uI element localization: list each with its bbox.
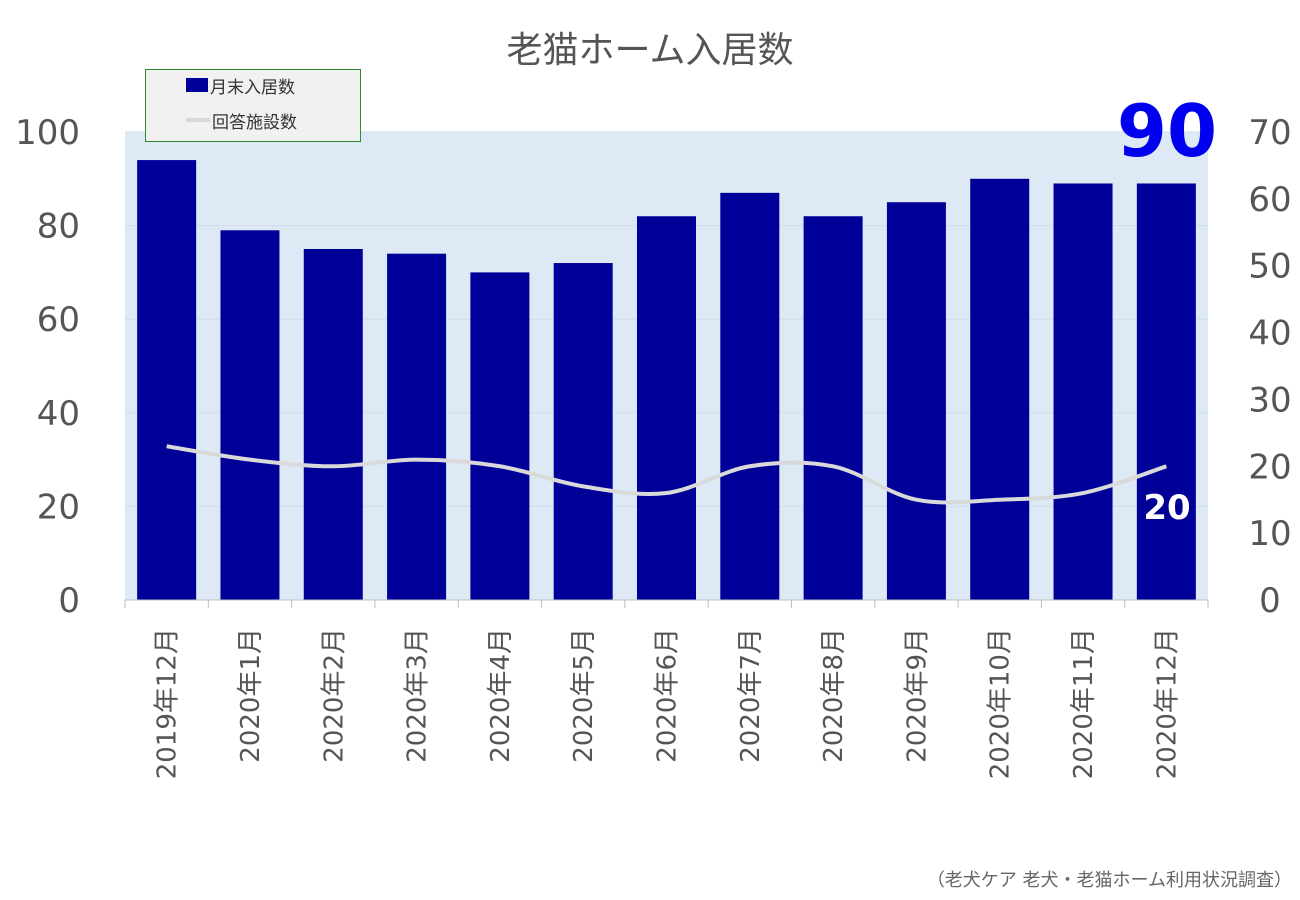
x-tick-label: 2020年5月 xyxy=(569,628,599,763)
bar xyxy=(970,178,1030,601)
x-tick-label: 2020年2月 xyxy=(319,628,349,763)
chart-title: 老猫ホーム入居数 xyxy=(507,30,794,71)
bar-series xyxy=(137,160,1196,601)
left-axis-ticks: 0 20 40 60 80 100 xyxy=(15,113,80,621)
legend-label-bar: 月末入居数 xyxy=(210,77,295,98)
bar xyxy=(1136,183,1196,601)
x-tick-label: 2020年3月 xyxy=(403,628,433,763)
left-tick-label: 60 xyxy=(37,300,80,340)
left-tick-label: 100 xyxy=(15,113,80,153)
legend-line-swatch xyxy=(186,118,210,122)
x-axis xyxy=(124,599,1209,608)
x-tick-label: 2020年1月 xyxy=(236,628,266,763)
bar xyxy=(220,230,280,600)
bar xyxy=(720,192,780,600)
bar xyxy=(553,263,613,600)
right-tick-label: 20 xyxy=(1248,447,1291,487)
x-tick-label: 2020年9月 xyxy=(902,628,932,763)
right-tick-label: 40 xyxy=(1248,314,1291,354)
right-tick-label: 0 xyxy=(1259,581,1281,621)
x-tick-label: 2020年4月 xyxy=(486,628,516,763)
left-tick-label: 80 xyxy=(37,207,80,247)
bar xyxy=(886,202,946,600)
right-tick-label: 70 xyxy=(1248,113,1291,153)
x-tick-label: 2019年12月 xyxy=(153,628,183,779)
x-tick-label: 2020年8月 xyxy=(819,628,849,763)
left-tick-label: 40 xyxy=(37,394,80,434)
x-tick-label: 2020年7月 xyxy=(736,628,766,763)
bar xyxy=(1053,183,1113,601)
x-axis-labels: 2019年12月 2020年1月 2020年2月 2020年3月 2020年4月 2020… xyxy=(153,628,1183,779)
bar xyxy=(637,216,696,601)
right-axis-ticks: 0 10 20 30 40 50 60 70 xyxy=(1248,113,1291,621)
x-tick-label: 2020年12月 xyxy=(1152,628,1182,779)
legend-item-bar: 月末入居数 xyxy=(186,73,295,98)
bar xyxy=(470,272,530,600)
x-tick-label: 2020年11月 xyxy=(1069,628,1099,779)
right-tick-label: 10 xyxy=(1248,514,1291,554)
bar xyxy=(137,160,197,600)
bar xyxy=(303,249,363,600)
last-bar-value-label: 90 xyxy=(1117,89,1217,173)
legend-item-line: 回答施設数 xyxy=(186,108,297,133)
legend-bar-swatch xyxy=(186,78,208,92)
x-tick-label: 2020年10月 xyxy=(986,628,1016,779)
right-tick-label: 30 xyxy=(1248,380,1291,420)
bar xyxy=(803,216,863,601)
right-tick-label: 50 xyxy=(1248,247,1291,287)
source-note: （老犬ケア 老犬・老猫ホーム利用状況調査） xyxy=(926,870,1292,891)
bar xyxy=(387,253,447,600)
left-tick-label: 20 xyxy=(37,487,80,527)
x-tick-label: 2020年6月 xyxy=(653,628,683,763)
last-line-value-label: 20 xyxy=(1143,488,1190,528)
line-series xyxy=(166,444,1167,505)
legend: 月末入居数 回答施設数 xyxy=(145,69,361,142)
left-tick-label: 0 xyxy=(58,581,80,621)
right-tick-label: 60 xyxy=(1248,180,1291,220)
legend-label-line: 回答施設数 xyxy=(212,112,297,133)
